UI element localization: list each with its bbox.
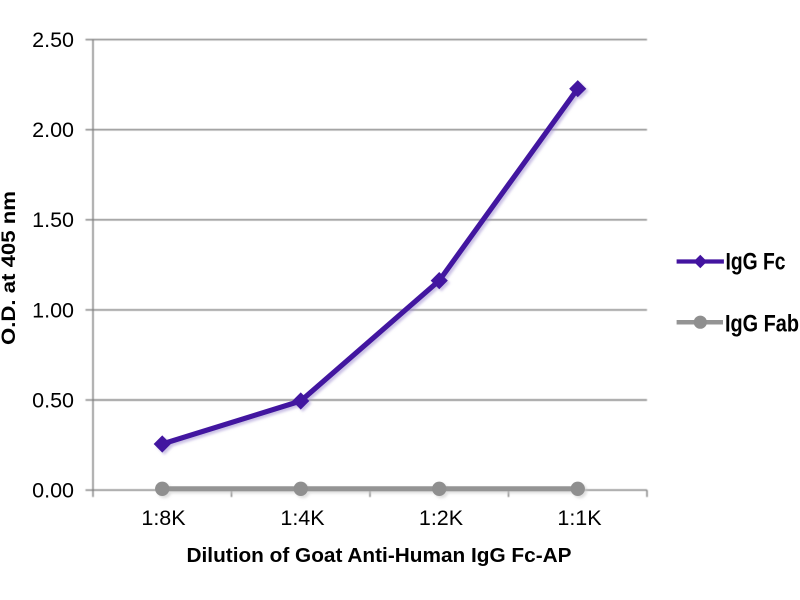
- svg-text:1:4K: 1:4K: [280, 506, 325, 530]
- svg-text:1.00: 1.00: [32, 298, 74, 322]
- svg-text:2.00: 2.00: [32, 118, 74, 142]
- svg-text:O.D. at 405 nm: O.D. at 405 nm: [0, 191, 20, 345]
- svg-text:1:8K: 1:8K: [141, 506, 186, 530]
- svg-text:1:1K: 1:1K: [557, 506, 602, 530]
- svg-text:2.50: 2.50: [32, 28, 74, 52]
- svg-text:Dilution of Goat Anti-Human Ig: Dilution of Goat Anti-Human IgG Fc-AP: [187, 544, 572, 567]
- svg-text:IgG Fc: IgG Fc: [726, 249, 786, 276]
- svg-text:IgG Fab: IgG Fab: [725, 311, 799, 338]
- svg-text:0.00: 0.00: [32, 479, 74, 503]
- svg-text:1:2K: 1:2K: [419, 506, 464, 530]
- svg-text:0.50: 0.50: [32, 388, 74, 412]
- svg-text:1.50: 1.50: [32, 208, 74, 232]
